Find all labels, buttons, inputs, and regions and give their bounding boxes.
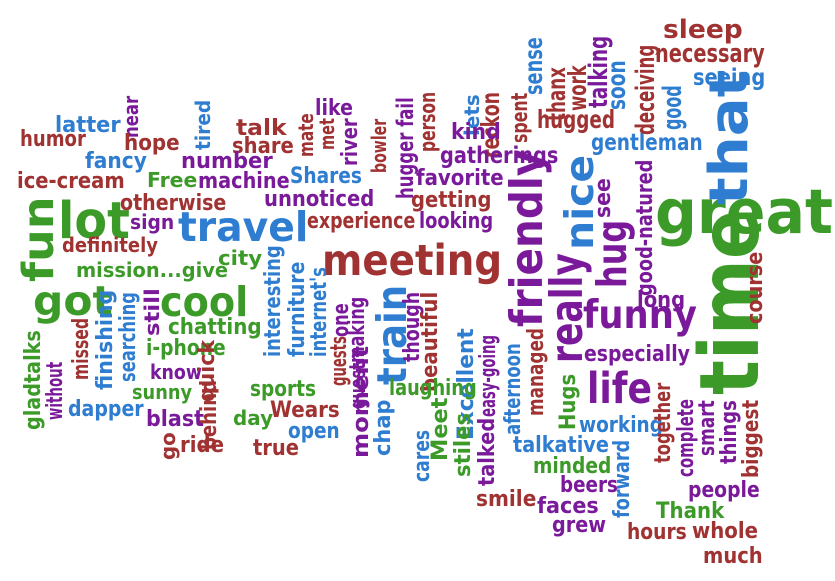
word-still: still (140, 288, 164, 336)
word-getting: getting (411, 187, 492, 213)
word-laughing: laughing (389, 375, 477, 401)
word-person: person (415, 91, 441, 152)
word-shares: Shares (290, 163, 362, 189)
word-talked: talked (474, 417, 500, 486)
word-hugged: hugged (537, 105, 615, 134)
word-go: go (156, 432, 180, 460)
word-meeting: meeting (322, 236, 503, 286)
word-life: life (587, 364, 653, 414)
word-humor: humor (20, 126, 86, 152)
word-minded: minded (533, 453, 612, 479)
word-forward: forward (609, 439, 635, 518)
word-latter: latter (55, 112, 121, 138)
word-bowler: bowler (367, 118, 391, 173)
word-dapper: dapper (68, 396, 144, 422)
word-i-phone: i-phone (146, 335, 226, 361)
word-missed: missed (68, 317, 94, 380)
word-kind: kind (451, 119, 501, 145)
word-seeing: seeing (693, 63, 766, 91)
word-grew: grew (552, 512, 607, 538)
word-free: Free (147, 168, 198, 192)
word-unnoticed: unnoticed (264, 186, 375, 212)
word-working: working (579, 412, 663, 438)
word-sign: sign (130, 210, 175, 234)
word-great: great (655, 177, 834, 248)
word-mate: mate (294, 113, 318, 157)
word-spent: spent (507, 92, 533, 143)
word-talkative: talkative (513, 432, 609, 458)
word-stiles: stiles (450, 412, 476, 477)
word-necessary: necessary (655, 39, 765, 69)
word-ride: ride (180, 432, 225, 458)
word-cares: cares (409, 429, 435, 482)
word-wears: Wears (270, 397, 340, 423)
word-good: good (658, 85, 688, 130)
word-people: people (688, 477, 760, 503)
word-got: got (33, 277, 113, 325)
word-course: course (742, 251, 768, 324)
word-afternoon: afternoon (500, 343, 526, 435)
word-sports: sports (250, 376, 316, 402)
word-funny: funny (583, 293, 697, 338)
word-whole: whole (692, 518, 759, 544)
word-like: like (315, 95, 353, 121)
word-experience: experience (307, 208, 416, 234)
word-fancy: fancy (85, 148, 147, 174)
word-chatting: chatting (168, 314, 262, 340)
word-finishing: finishing (92, 289, 118, 390)
word-sense: sense (519, 37, 548, 95)
word-machine: machine (198, 168, 290, 194)
word-interesting: interesting (260, 245, 286, 357)
word-deceiving: deceiving (631, 44, 661, 135)
word-especially: especially (584, 341, 690, 367)
word-lot: lot (58, 192, 130, 251)
word-beers: beers (560, 472, 618, 498)
word-faces: faces (537, 493, 599, 519)
word-good-natured: good-natured (632, 159, 658, 296)
word-searching: searching (115, 292, 141, 382)
word-sleep: sleep (663, 15, 743, 45)
word-city: city (218, 246, 263, 270)
word-day: day (233, 406, 274, 430)
word-blast: blast (146, 406, 205, 432)
word-managed: managed (523, 328, 549, 416)
word-mission-give: mission...give (76, 258, 228, 282)
word-definitely: definitely (62, 233, 158, 257)
word-travel: travel (178, 203, 309, 251)
word-otherwise: otherwise (120, 190, 227, 216)
word-true: true (253, 435, 299, 461)
word-open: open (288, 418, 340, 444)
word-much: much (703, 543, 763, 569)
word-favorite: favorite (416, 165, 504, 191)
word-smile: smile (476, 486, 537, 512)
word-thank: Thank (656, 498, 725, 524)
word-hugs: Hugs (555, 373, 581, 430)
word-long: long (637, 287, 686, 313)
word-tired: tired (191, 99, 215, 150)
word-met: met (315, 118, 339, 150)
word-fun: fun (14, 196, 64, 282)
word-easy-going: easy-going (475, 335, 501, 417)
word-hope: hope (124, 130, 180, 156)
word-biggest: biggest (738, 399, 764, 478)
word-gatherings: gatherings (440, 141, 559, 169)
word-talk: talk (236, 115, 287, 141)
word-ice-cream: ice-cream (17, 168, 125, 194)
word-without: without (42, 361, 68, 420)
word-sunny: sunny (132, 380, 193, 404)
word-looking: looking (419, 208, 494, 234)
word-know: know (150, 360, 202, 384)
word-hours: hours (627, 519, 687, 545)
word-gentleman: gentleman (591, 128, 703, 156)
word-number: number (181, 148, 273, 174)
word-chap: chap (370, 399, 396, 456)
word-share: share (232, 133, 294, 159)
word-see: see (590, 178, 616, 218)
word-river: river (337, 118, 363, 166)
word-together: together (650, 382, 676, 463)
word-hugger-fail: hugger fail (391, 97, 419, 199)
word-cool: cool (160, 278, 249, 326)
word-hug: hug (588, 219, 636, 288)
